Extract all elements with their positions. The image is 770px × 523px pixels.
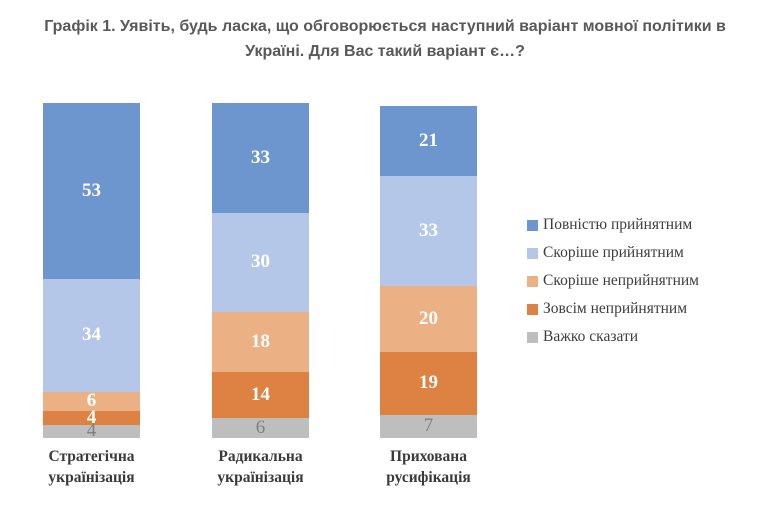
legend: Повністю прийнятним Скоріше прийнятним Ско… (527, 211, 699, 351)
bar-segment: 30 (212, 212, 309, 313)
segment-value-label: 6 (255, 417, 266, 439)
segment-value-label: 14 (251, 383, 270, 405)
legend-item: Скоріше неприйнятним (527, 267, 699, 295)
category-label: Радикальна українізація (217, 448, 304, 486)
bar-segment: 20 (380, 285, 477, 352)
bar-segment: 33 (380, 176, 477, 286)
category-label: Прихована русифікація (386, 448, 471, 486)
segment-value-label: 4 (86, 407, 97, 429)
segment-value-label: 6 (86, 390, 97, 412)
bar-segment: 19 (380, 351, 477, 415)
segment-value-label: 21 (419, 130, 438, 152)
chart-title-line-1: Графік 1. Уявіть, будь ласка, що обговор… (44, 18, 726, 35)
legend-label: Скоріше неприйнятним (543, 272, 699, 289)
legend-item: Повністю прийнятним (527, 211, 699, 239)
legend-swatch (527, 331, 538, 343)
segment-value-label: 30 (251, 251, 270, 273)
legend-swatch (527, 247, 538, 259)
bar-segment: 18 (212, 312, 309, 372)
legend-label: Зовсім неприйнятним (543, 300, 688, 317)
bar-segment: 7 (380, 414, 477, 438)
bar-segment: 6 (43, 390, 140, 412)
bar-segment: 34 (43, 278, 140, 392)
segment-value-label: 19 (419, 372, 438, 394)
stacked-bar: 53 34 6 4 4 (43, 102, 140, 442)
segment-value-label: 20 (419, 307, 438, 329)
legend-item: Зовсім неприйнятним (527, 295, 699, 323)
segment-value-label: 4 (86, 420, 97, 442)
bar-segment: 4 (43, 420, 140, 442)
legend-label: Скоріше прийнятним (543, 244, 684, 261)
bar-segment: 6 (212, 418, 309, 438)
segment-value-label: 18 (251, 330, 270, 352)
legend-item: Скоріше прийнятним (527, 239, 699, 267)
segment-value-label: 7 (423, 415, 434, 437)
chart-title-line-2: Україні. Для Вас такий варіант є…? (245, 43, 525, 60)
segment-value-label: 34 (82, 324, 101, 346)
legend-swatch (527, 303, 538, 315)
legend-item: Важко сказати (527, 323, 699, 351)
segment-value-label: 33 (419, 219, 438, 241)
chart-title: Графік 1. Уявіть, будь ласка, що обговор… (35, 14, 735, 64)
legend-swatch (527, 219, 538, 231)
segment-value-label: 53 (82, 179, 101, 201)
legend-swatch (527, 275, 538, 287)
category-label: Стратегічна українізація (48, 448, 135, 486)
bar-segment: 4 (43, 407, 140, 429)
bar-segment: 21 (380, 106, 477, 177)
legend-label: Повністю прийнятним (543, 216, 693, 233)
segment-value-label: 33 (251, 146, 270, 168)
legend-label: Важко сказати (543, 328, 639, 345)
bar-segment: 14 (212, 371, 309, 419)
stacked-bar: 33 30 18 14 6 (212, 103, 309, 438)
bar-segment: 53 (43, 102, 140, 279)
bar-segment: 33 (212, 103, 309, 213)
category-axis: Стратегічна українізація Радикальна украї… (0, 446, 525, 506)
stacked-bar: 21 33 20 19 7 (380, 106, 477, 438)
plot-area: 53 34 6 4 4 33 30 18 14 6 21 33 20 19 7 (0, 102, 525, 442)
